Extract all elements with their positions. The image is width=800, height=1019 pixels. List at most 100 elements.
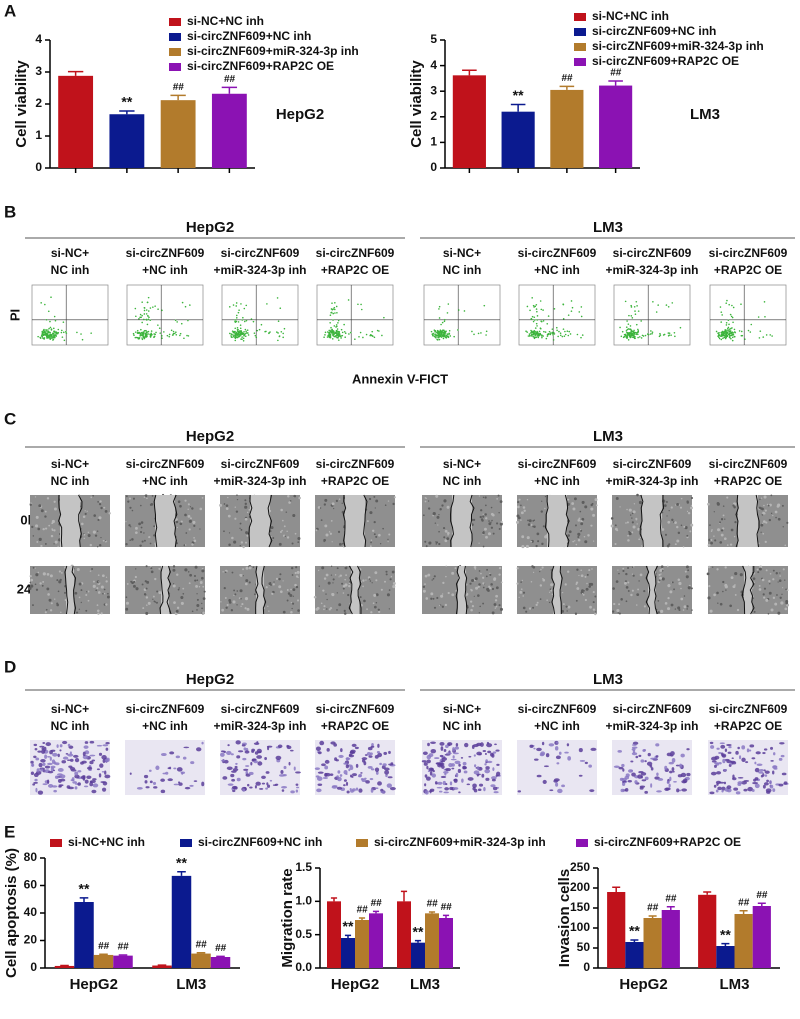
cell-stain [360,772,363,774]
error-bar [462,69,477,76]
event-dot [725,330,727,333]
cell-stain [439,754,444,758]
texture [691,609,693,611]
texture [343,545,345,548]
wound-edge [267,494,273,548]
wound-edge [153,494,158,548]
cell-stain [89,754,96,757]
event-dot [278,335,281,337]
texture [96,530,99,532]
event-dot [236,333,239,336]
condition-label: +NC inh [142,263,188,277]
event-dot [328,335,330,338]
bar [74,902,94,968]
event-dot [542,335,544,337]
cell-stain [679,763,683,768]
event-dot [157,324,159,326]
texture [482,515,485,518]
event-dot [539,327,542,330]
cell-stain [231,785,238,790]
wound-edge [71,565,77,615]
texture [40,544,43,548]
texture [371,582,373,584]
event-dot [277,339,279,342]
texture [94,534,98,537]
condition-label: si-circZNF609 [221,457,300,471]
event-dot [457,309,460,311]
texture [686,605,689,608]
cell-stain [316,776,323,781]
cell-stain [463,770,468,774]
event-dot [446,335,449,337]
event-dot [633,331,636,334]
texture [98,581,100,583]
texture [643,589,646,593]
texture [363,599,366,603]
texture [203,590,206,593]
texture [670,603,674,607]
texture [370,541,372,544]
texture [96,604,99,607]
event-dot [330,311,332,314]
bar [171,875,192,968]
texture [526,499,529,501]
event-dot [144,332,146,335]
texture [227,496,229,499]
legend-swatch [574,13,586,21]
texture [60,611,62,613]
event-dot [635,333,638,336]
texture [668,510,670,512]
event-dot [626,320,628,322]
event-dot [234,319,236,321]
event-dot [722,337,724,340]
texture [143,532,145,534]
cell-stain [443,771,449,774]
cell-stain [345,757,350,761]
texture [139,544,142,547]
cell-stain [755,751,761,755]
texture [341,542,344,545]
texture [89,543,93,547]
event-dot [540,308,543,311]
error-bar [177,871,186,876]
event-dot [134,336,137,339]
texture [496,497,499,500]
cell-stain [713,784,717,788]
event-dot [438,308,440,310]
texture [765,569,768,572]
wound-gap [256,566,264,614]
cell-stain [162,772,166,775]
event-dot [625,330,628,332]
texture [180,520,183,523]
condition-label: +miR-324-3p inh [213,719,306,733]
event-dot [457,329,459,331]
texture [667,520,671,524]
texture [668,543,671,546]
texture [533,519,536,522]
texture [594,498,598,502]
wound-edge [357,565,362,615]
cell-stain [226,750,232,756]
wound-image [612,565,693,615]
cell-stain [672,770,675,773]
event-dot [553,308,556,310]
texture [323,577,327,580]
cell-stain [367,746,373,751]
texture [482,582,485,585]
cell-stain [227,783,234,786]
cell-stain [723,781,727,785]
condition-label: +NC inh [534,474,580,488]
texture [580,574,584,578]
texture [149,503,152,506]
texture [475,586,479,590]
texture [37,527,41,531]
cell-stain [46,755,51,758]
cell-stain [236,755,241,759]
cell-stain [588,764,592,768]
texture [44,543,47,545]
significance-mark: ## [647,903,659,914]
event-dot [529,309,531,312]
texture [499,607,503,611]
cell-stain [317,751,322,755]
texture [368,578,371,580]
